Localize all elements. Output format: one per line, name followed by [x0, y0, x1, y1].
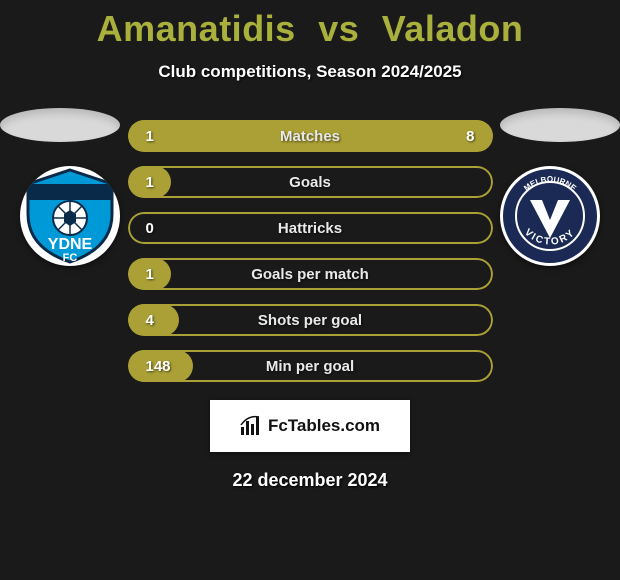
stat-left-value: 1 [146, 266, 154, 283]
stat-left-value: 1 [146, 174, 154, 191]
brand-label: FcTables.com [268, 416, 380, 436]
melbourne-victory-badge-icon: MELBOURNE VICTORY [500, 166, 600, 266]
stat-left-value: 0 [146, 220, 154, 237]
stat-label: Shots per goal [258, 312, 362, 329]
stat-row: 0 Hattricks [128, 212, 493, 244]
player2-name: Valadon [382, 8, 524, 49]
sydney-fc-badge-icon: YDNE FC [20, 166, 120, 266]
stat-left-value: 1 [146, 128, 154, 145]
stat-left-value: 148 [146, 358, 171, 375]
club-badge-left: YDNE FC [20, 166, 120, 266]
brand-box: FcTables.com [210, 400, 410, 452]
club-badge-right: MELBOURNE VICTORY [500, 166, 600, 266]
bar-chart-icon [240, 415, 262, 437]
svg-text:FC: FC [63, 252, 78, 264]
comparison-title: Amanatidis vs Valadon [0, 0, 620, 50]
stat-row: 1 Goals per match [128, 258, 493, 290]
stat-row: 1 Goals [128, 166, 493, 198]
stat-row: 148 Min per goal [128, 350, 493, 382]
stat-label: Goals [289, 174, 331, 191]
stat-label: Min per goal [266, 358, 354, 375]
stat-left-value: 4 [146, 312, 154, 329]
stat-row: 1 Matches 8 [128, 120, 493, 152]
svg-text:YDNE: YDNE [48, 236, 93, 253]
stats-list: 1 Matches 8 1 Goals 0 Hattricks 1 Goals per matc… [128, 120, 493, 382]
player1-name: Amanatidis [97, 8, 296, 49]
stat-label: Matches [280, 128, 340, 145]
stat-label: Hattricks [278, 220, 342, 237]
stat-label: Goals per match [251, 266, 369, 283]
stat-row: 4 Shots per goal [128, 304, 493, 336]
halo-right [500, 108, 620, 142]
halo-left [0, 108, 120, 142]
stat-right-value: 8 [466, 128, 474, 145]
vs-label: vs [318, 8, 359, 49]
content-area: YDNE FC MELBOURNE VICTORY 1 Matches 8 1 Goal… [0, 120, 620, 382]
subtitle: Club competitions, Season 2024/2025 [0, 62, 620, 82]
date-line: 22 december 2024 [0, 470, 620, 491]
